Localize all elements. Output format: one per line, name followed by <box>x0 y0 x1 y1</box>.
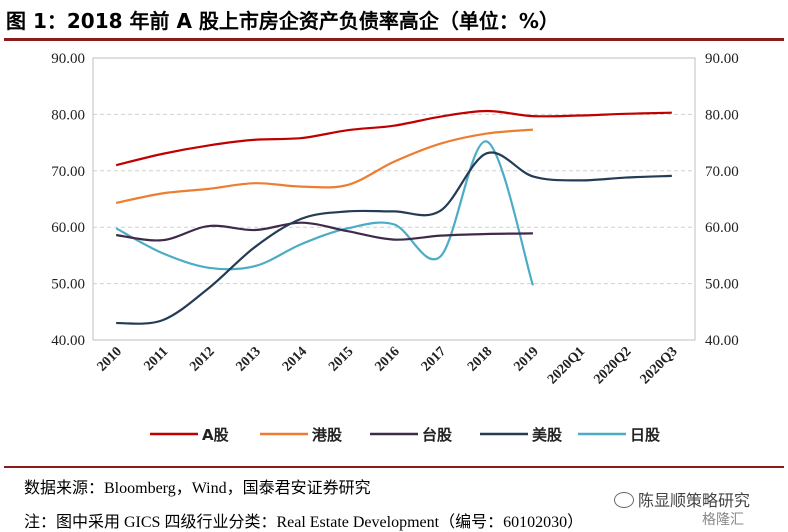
legend-label: 港股 <box>312 426 343 444</box>
x-tick-label: 2014 <box>280 344 310 374</box>
x-tick-label: 2020Q3 <box>638 344 681 387</box>
y-tick-label-right: 50.00 <box>705 277 739 293</box>
y-tick-label-left: 60.00 <box>51 220 85 236</box>
y-tick-label-right: 40.00 <box>705 333 739 349</box>
y-tick-label-left: 50.00 <box>51 277 85 293</box>
series-line-美股 <box>116 151 672 325</box>
plot-frame <box>92 57 696 341</box>
y-tick-label-left: 40.00 <box>51 333 85 349</box>
watermark: 陈显顺策略研究 <box>614 487 750 511</box>
y-tick-label-right: 70.00 <box>705 164 739 180</box>
x-tick-label: 2011 <box>141 344 171 374</box>
y-tick-label-left: 80.00 <box>51 107 85 123</box>
figure-title: 图 1：2018 年前 A 股上市房企资产负债率高企（单位：%） <box>6 9 559 33</box>
watermark-text: 陈显顺策略研究 <box>638 491 751 510</box>
classification-note: 注：图中采用 GICS 四级行业分类：Real Estate Developme… <box>24 514 584 531</box>
x-tick-label: 2013 <box>233 344 263 374</box>
series-line-港股 <box>115 128 534 205</box>
legend-label: 台股 <box>422 426 453 444</box>
x-tick-label: 2010 <box>95 344 125 374</box>
series-line-日股 <box>115 140 534 286</box>
x-tick-label: 2017 <box>419 344 449 374</box>
line-chart: 40.00 40.00 50.00 50.00 60.00 60.00 70.00 70.00… <box>51 51 739 444</box>
y-tick-label-left: 90.00 <box>51 51 85 67</box>
x-tick-label: 2018 <box>465 344 495 374</box>
x-tick-label: 2020Q1 <box>545 344 588 387</box>
series-line-台股 <box>116 221 533 242</box>
y-tick-label-right: 90.00 <box>705 51 739 67</box>
watermark-sub: 格隆汇 <box>702 512 744 528</box>
x-tick-label: 2012 <box>187 344 217 374</box>
x-tick-label: 2016 <box>372 344 402 374</box>
x-tick-label: 2020Q2 <box>591 344 634 387</box>
footer-rule <box>4 466 784 468</box>
y-tick-label-right: 60.00 <box>705 220 739 236</box>
x-tick-label: 2019 <box>511 344 541 374</box>
data-source-note: 数据来源：Bloomberg，Wind，国泰君安证券研究 <box>24 480 371 497</box>
y-tick-label-right: 80.00 <box>705 107 739 123</box>
title-rule <box>4 38 784 41</box>
legend-label: A股 <box>202 426 230 444</box>
x-tick-label: 2015 <box>326 344 356 374</box>
wechat-icon <box>614 492 634 508</box>
legend-label: 美股 <box>532 426 563 444</box>
legend-label: 日股 <box>630 426 661 444</box>
y-tick-label-left: 70.00 <box>51 164 85 180</box>
series-line-A股 <box>115 109 672 167</box>
